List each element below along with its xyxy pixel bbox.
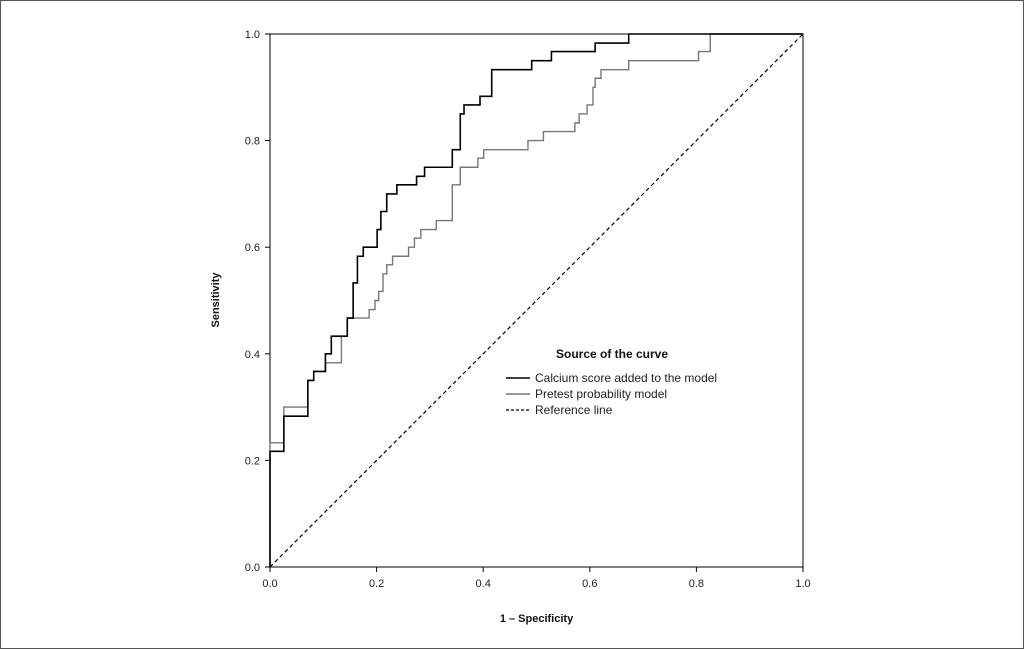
legend-title: Source of the curve [556,347,668,361]
series-line-pretest-probability-model [269,33,803,567]
legend-label: Pretest probability model [535,387,667,401]
legend-items: Calcium score added to the model Pretest … [506,371,717,417]
y-tick-label: 1.0 [245,29,260,41]
x-tick-label: 0.8 [689,578,704,590]
x-tick-label: 0.6 [582,578,597,590]
y-tick-label: 0.0 [245,562,260,574]
y-axis-title: Sensitivity [210,272,222,328]
x-tick-label: 0.4 [476,578,491,590]
x-tick-label: 1.0 [795,578,810,590]
y-tick-label: 0.6 [245,242,260,254]
legend-label: Reference line [535,403,613,417]
x-axis-ticks: 0.0 0.2 0.4 0.6 0.8 1.0 [262,567,811,590]
series-line-reference-line [269,33,804,568]
series-layer [269,33,804,568]
x-tick-label: 0.2 [369,578,384,590]
x-axis-title: 1 – Specificity [500,613,574,625]
legend: Source of the curve Calcium score added … [506,347,717,417]
y-tick-label: 0.2 [245,455,260,467]
y-tick-label: 0.8 [245,136,260,148]
legend-label: Calcium score added to the model [535,371,717,385]
x-tick-label: 0.0 [262,578,277,590]
plot-area-border [269,33,804,568]
series-line-calcium-score-added-to-the-model [269,33,803,567]
y-tick-label: 0.4 [245,349,260,361]
y-axis-ticks: 0.0 0.2 0.4 0.6 0.8 1.0 [245,29,270,574]
